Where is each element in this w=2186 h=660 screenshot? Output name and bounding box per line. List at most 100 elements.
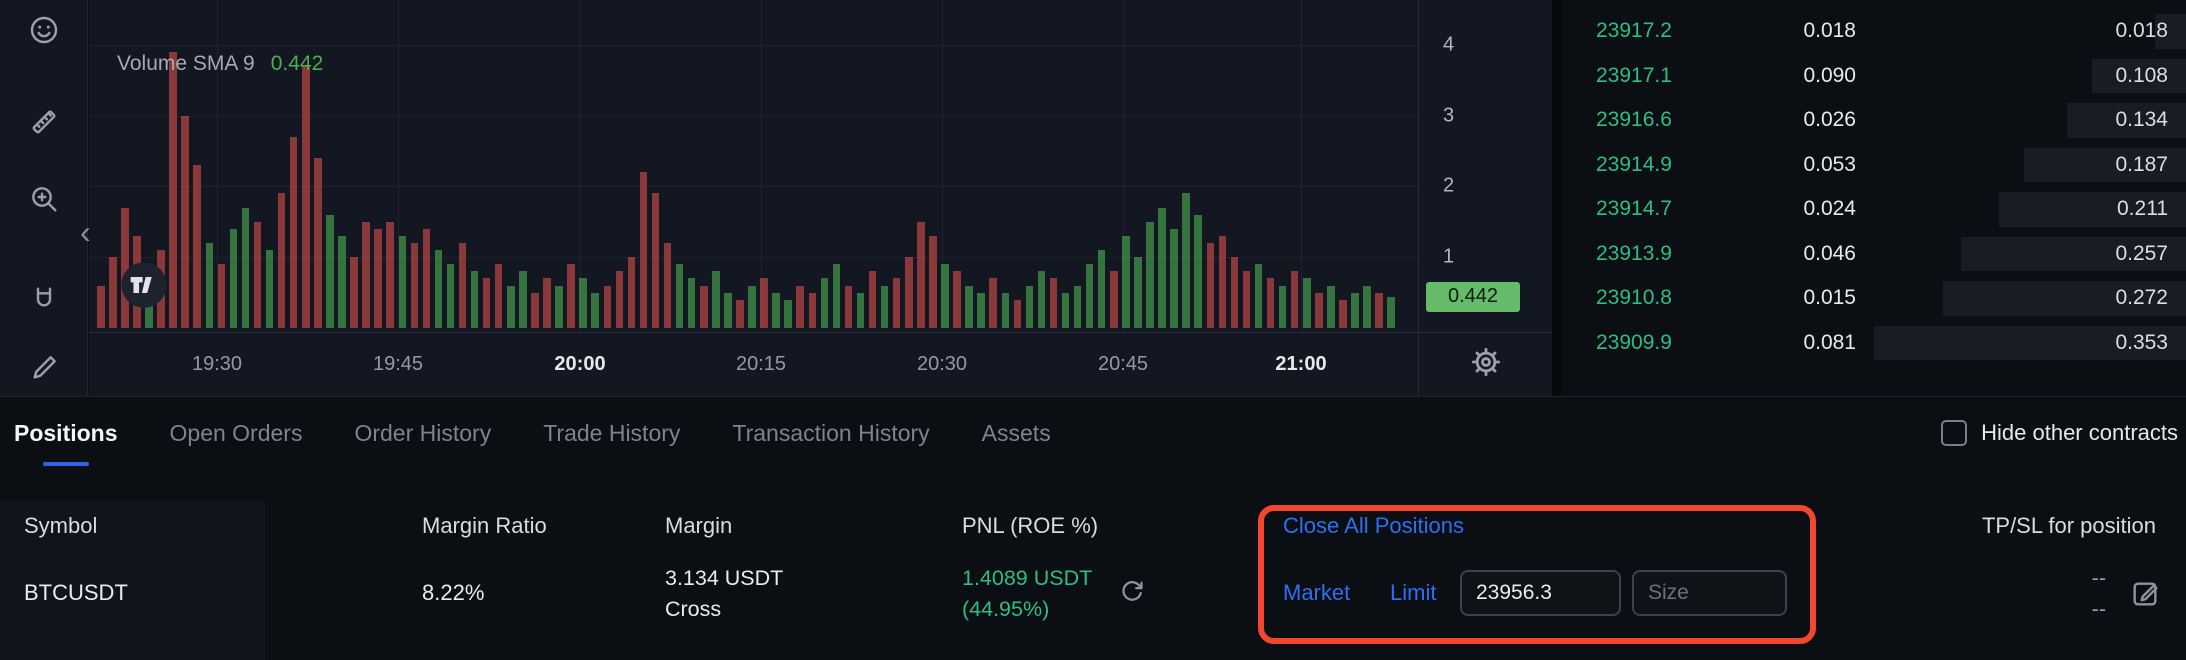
orderbook-row[interactable]: 23914.7 0.024 0.211 <box>1562 187 2186 232</box>
orderbook-row[interactable]: 23914.9 0.053 0.187 <box>1562 143 2186 188</box>
axis-corner <box>1419 332 1553 396</box>
positions-panel: Positions Open Orders Order History Trad… <box>0 396 2186 660</box>
time-axis-label: 20:15 <box>735 353 787 375</box>
volume-chart-pane[interactable]: Volume SMA 9 0.442 <box>89 0 1418 332</box>
header-margin: Margin <box>665 513 733 538</box>
volume-bar <box>917 222 925 328</box>
volume-bar <box>350 257 358 328</box>
volume-bar <box>1218 236 1227 328</box>
volume-bar <box>519 271 527 328</box>
volume-bar <box>326 215 334 328</box>
ob-total: 0.257 <box>2115 241 2168 265</box>
position-margin-ratio: 8.22% <box>422 580 485 605</box>
volume-bar <box>507 286 515 328</box>
pnl-share-icon[interactable] <box>1117 578 1147 613</box>
draw-pencil-icon[interactable] <box>26 350 62 386</box>
close-size-input[interactable] <box>1632 570 1787 616</box>
orderbook-row[interactable]: 23913.9 0.046 0.257 <box>1562 232 2186 277</box>
time-axis-label: 20:30 <box>916 353 968 375</box>
volume-bar <box>458 243 467 328</box>
ob-total: 0.353 <box>2115 330 2168 354</box>
ob-total: 0.018 <box>2115 19 2168 43</box>
orderbook-row[interactable]: 23917.1 0.090 0.108 <box>1562 54 2186 99</box>
tab-label: Assets <box>981 419 1051 446</box>
volume-bar <box>1037 271 1046 328</box>
volume-bar <box>169 52 177 328</box>
orderbook-row[interactable]: 23917.2 0.018 0.018 <box>1562 9 2186 54</box>
magnet-icon[interactable] <box>26 282 62 318</box>
price-axis-label: 3 <box>1443 104 1455 127</box>
volume-bar <box>398 236 406 328</box>
ruler-icon[interactable] <box>26 104 62 140</box>
zoom-in-icon[interactable] <box>26 181 62 217</box>
volume-bar <box>277 193 286 328</box>
volume-bar <box>663 243 672 328</box>
volume-bar <box>868 271 877 328</box>
tab-trade-history[interactable]: Trade History <box>543 397 680 469</box>
time-axis-label: 20:00 <box>554 353 606 375</box>
hide-other-contracts-checkbox[interactable] <box>1941 420 1968 446</box>
chart-settings-gear-icon[interactable] <box>1467 343 1505 386</box>
volume-bar <box>1025 286 1034 328</box>
volume-bar <box>374 229 382 328</box>
tab-label: Order History <box>354 419 492 446</box>
orderbook-row[interactable]: 23910.8 0.015 0.272 <box>1562 276 2186 321</box>
orderbook: 23917.2 0.018 0.018 23917.1 0.090 0.108 23916.… <box>1562 0 2186 396</box>
ob-price: 23913.9 <box>1596 241 1672 265</box>
ob-price: 23916.6 <box>1596 108 1672 132</box>
tab-label: Positions <box>14 419 118 446</box>
volume-bar <box>422 229 431 328</box>
tab-transaction-history[interactable]: Transaction History <box>732 397 929 469</box>
close-price-input[interactable] <box>1460 570 1621 616</box>
hide-other-contracts-toggle[interactable]: Hide other contracts <box>1941 397 2178 469</box>
volume-bar <box>929 236 937 328</box>
volume-bar <box>772 293 780 328</box>
depth-bar <box>1942 281 2186 316</box>
price-scale[interactable]: 1 2 3 4 0.442 <box>1418 0 1553 396</box>
ob-amount: 0.081 <box>1803 330 1856 354</box>
hide-other-contracts-label: Hide other contracts <box>1981 420 2178 445</box>
volume-bar <box>1339 300 1347 328</box>
volume-bar <box>627 257 636 328</box>
tab-positions[interactable]: Positions <box>14 397 118 469</box>
time-axis[interactable]: 19:30 19:45 20:00 20:15 20:30 20:45 21:00 <box>89 332 1418 396</box>
volume-bar <box>205 243 214 328</box>
volume-bar <box>820 278 829 328</box>
volume-bar <box>1303 278 1311 328</box>
volume-bar <box>470 271 479 328</box>
volume-bar <box>446 264 455 328</box>
ob-price: 23914.7 <box>1596 197 1672 221</box>
header-margin-ratio: Margin Ratio <box>422 513 547 538</box>
tab-label: Trade History <box>543 419 681 446</box>
margin-mode[interactable]: Cross <box>665 597 722 621</box>
tab-open-orders[interactable]: Open Orders <box>170 397 303 469</box>
orderbook-row[interactable]: 23909.9 0.081 0.353 <box>1562 321 2186 366</box>
volume-bar <box>856 293 865 328</box>
tab-order-history[interactable]: Order History <box>354 397 491 469</box>
ob-amount: 0.026 <box>1803 108 1856 132</box>
volume-bar <box>338 236 346 328</box>
volume-bar <box>1315 293 1323 328</box>
ob-amount: 0.053 <box>1803 152 1856 176</box>
volume-bar <box>543 278 551 328</box>
volume-bar <box>1242 271 1251 328</box>
tpsl-edit-icon[interactable] <box>2130 577 2162 614</box>
volume-bar <box>241 208 250 328</box>
tab-assets[interactable]: Assets <box>982 397 1051 469</box>
close-limit-button[interactable]: Limit <box>1390 580 1437 605</box>
ob-total: 0.211 <box>2117 197 2168 221</box>
volume-bar <box>253 222 262 328</box>
emoji-icon[interactable] <box>26 12 62 48</box>
pnl-roe: (44.95%) <box>962 597 1050 621</box>
close-all-positions-button[interactable]: Close All Positions <box>1283 513 1464 538</box>
close-market-button[interactable]: Market <box>1283 580 1351 605</box>
tradingview-logo-icon <box>120 261 168 309</box>
volume-bar <box>1061 293 1070 328</box>
volume-bar <box>591 293 599 328</box>
volume-bar <box>989 278 997 328</box>
orderbook-row[interactable]: 23916.6 0.026 0.134 <box>1562 98 2186 143</box>
volume-bar <box>386 222 394 328</box>
volume-bar <box>314 158 322 328</box>
chart-area[interactable]: Volume SMA 9 0.442 19:30 19:45 20:00 20:15 20… <box>89 0 1418 396</box>
sidebar-collapse-icon[interactable]: ‹ <box>80 214 91 250</box>
